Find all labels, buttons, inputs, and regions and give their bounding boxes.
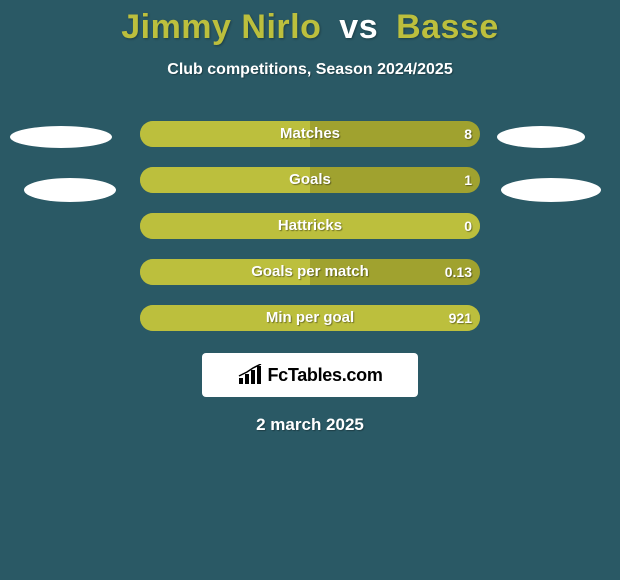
logo-text: FcTables.com	[267, 365, 382, 386]
stat-value: 8	[140, 121, 472, 147]
bar-chart-icon	[237, 364, 263, 386]
logo-box[interactable]: FcTables.com	[202, 353, 418, 397]
stat-row: Goals per match0.13	[0, 259, 620, 285]
player2-name: Basse	[396, 8, 499, 46]
player1-name: Jimmy Nirlo	[121, 8, 321, 46]
stat-value: 1	[140, 167, 472, 193]
stat-row: Hattricks0	[0, 213, 620, 239]
decorative-disc	[24, 178, 116, 202]
stats-container: Matches8Goals1Hattricks0Goals per match0…	[0, 121, 620, 331]
stat-value: 921	[140, 305, 472, 331]
decorative-disc	[501, 178, 601, 202]
stat-row: Min per goal921	[0, 305, 620, 331]
date-label: 2 march 2025	[0, 415, 620, 435]
subtitle: Club competitions, Season 2024/2025	[0, 61, 620, 79]
stat-value: 0	[140, 213, 472, 239]
decorative-disc	[10, 126, 112, 148]
stat-value: 0.13	[140, 259, 472, 285]
vs-separator: vs	[339, 8, 378, 46]
decorative-disc	[497, 126, 585, 148]
comparison-title: Jimmy Nirlo vs Basse	[0, 0, 620, 47]
